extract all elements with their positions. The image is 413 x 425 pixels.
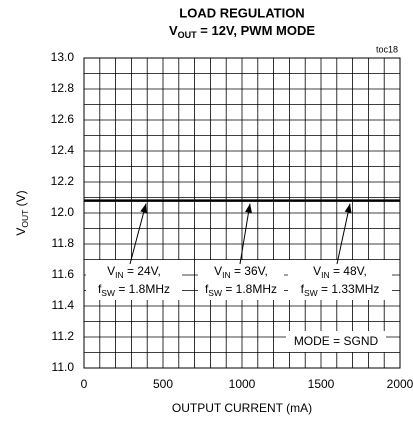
y-axis-label: VOUT (V): [14, 190, 30, 235]
chart-subtitle-part: OUT: [178, 30, 198, 40]
y-tick-label: 12.8: [51, 81, 75, 95]
chart-subtitle-part: = 12V, PWM MODE: [197, 23, 316, 38]
chart-subtitle-part: V: [169, 23, 178, 38]
x-tick-label: 1500: [308, 377, 335, 391]
y-axis-label-part: V: [14, 228, 28, 236]
x-tick-label: 500: [153, 377, 173, 391]
annotation-arrow: [239, 203, 251, 265]
x-tick-label: 2000: [387, 377, 413, 391]
x-axis-label: OUTPUT CURRENT (mA): [172, 401, 312, 415]
y-tick-label: 12.2: [51, 174, 75, 188]
annotation-text-part: IN: [321, 270, 330, 280]
arrow-head: [140, 203, 148, 214]
y-axis-label-part: (V): [14, 190, 28, 209]
y-tick-label: 11.0: [52, 360, 75, 374]
annotation-text-part: V: [107, 264, 115, 278]
annotation-text: fSW = 1.8MHz: [98, 282, 170, 298]
y-tick-label: 12.0: [51, 205, 75, 219]
annotation-text-part: f: [301, 282, 305, 296]
annotation-text: VIN = 24V,: [107, 264, 161, 280]
x-tick-label: 0: [81, 377, 88, 391]
annotation-text-part: f: [98, 282, 102, 296]
annotation-text-part: = 36V,: [231, 264, 268, 278]
annotation-text-part: SW: [304, 288, 318, 298]
annotation-text-part: SW: [101, 288, 115, 298]
annotation-text-part: = 1.33MHz: [318, 282, 380, 296]
annotation-box: [288, 260, 392, 300]
mode-box: [286, 331, 386, 352]
annotation-arrow: [129, 203, 147, 265]
annotation-text-part: V: [214, 264, 222, 278]
annotation-text-part: = 1.8MHz: [222, 282, 277, 296]
y-tick-label: 11.2: [52, 329, 75, 343]
annotation-text: VIN = 36V,: [214, 264, 268, 280]
plot-frame: [83, 57, 401, 369]
annotation-text: fSW = 1.8MHz: [205, 282, 277, 298]
annotation-text-part: = 48V,: [330, 264, 367, 278]
annotation-text: fSW = 1.33MHz: [301, 282, 380, 298]
annotation-text-part: IN: [115, 270, 124, 280]
y-axis-label-part: OUT: [20, 210, 30, 228]
annotation-text-part: SW: [208, 288, 222, 298]
annotation-box: [86, 260, 182, 300]
chart-title: LOAD REGULATION: [179, 5, 304, 20]
annotation-box: [198, 260, 284, 300]
y-tick-label: 11.6: [52, 267, 75, 281]
annotation-text-part: = 24V,: [124, 264, 161, 278]
arrow-head: [344, 203, 352, 214]
x-tick-label: 1000: [229, 377, 256, 391]
y-tick-label: 13.0: [51, 50, 75, 64]
y-tick-label: 11.4: [52, 298, 75, 312]
corner-label: toc18: [376, 44, 398, 54]
annotation-text-part: V: [313, 264, 321, 278]
y-tick-label: 11.8: [52, 236, 75, 250]
arrow-head: [245, 203, 252, 214]
annotation-text-part: f: [205, 282, 209, 296]
y-tick-label: 12.4: [51, 143, 75, 157]
y-tick-label: 12.6: [51, 112, 75, 126]
annotation-arrow: [336, 203, 351, 265]
chart-subtitle: VOUT = 12V, PWM MODE: [169, 23, 315, 40]
annotation-text: VIN = 48V,: [313, 264, 367, 280]
annotation-text-part: IN: [222, 270, 231, 280]
annotation-text-part: = 1.8MHz: [115, 282, 170, 296]
mode-label: MODE = SGND: [294, 334, 379, 348]
